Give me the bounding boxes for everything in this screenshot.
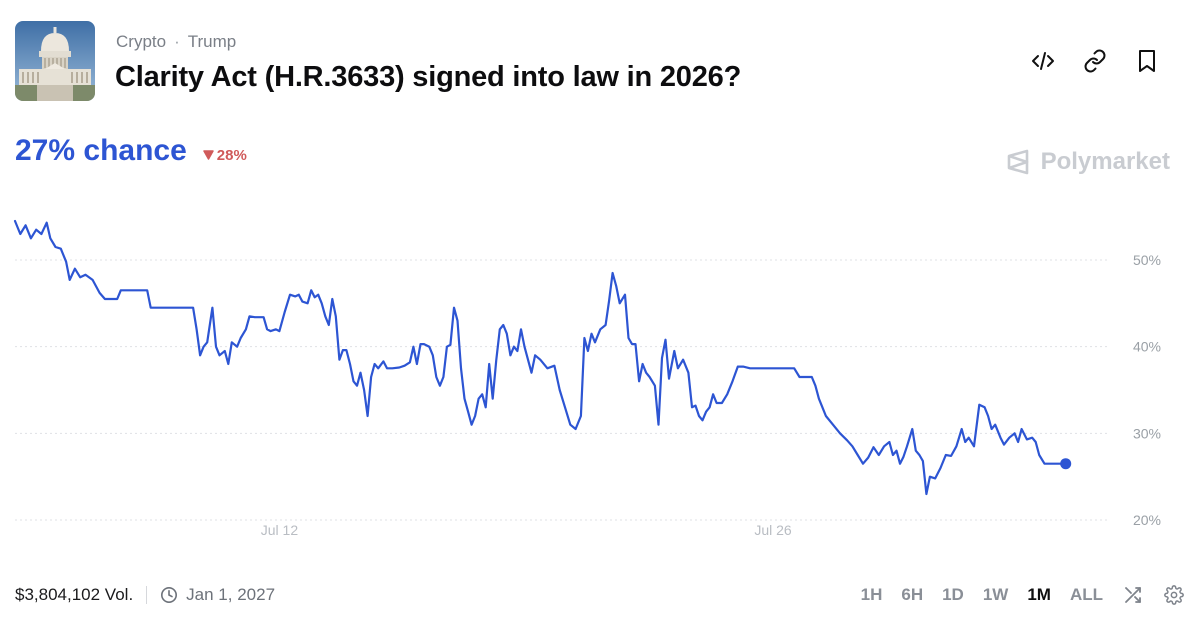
price-history-chart: 20% 30% 40% 50% Jul 12 Jul 26 [13, 219, 1161, 538]
odds-summary: 27% chance 28% [15, 134, 247, 168]
range-1m[interactable]: 1M [1027, 585, 1051, 604]
brand-watermark: Polymarket [1005, 148, 1170, 176]
chance-value: 27% chance [15, 134, 187, 167]
end-date-text: Jan 1, 2027 [186, 585, 276, 604]
end-date: Jan 1, 2027 [160, 585, 275, 605]
y-tick-label: 20% [1133, 512, 1161, 528]
clock-icon [161, 587, 178, 603]
range-1h[interactable]: 1H [860, 585, 883, 604]
down-triangle-icon [203, 150, 214, 160]
polymarket-logo-icon [1007, 149, 1028, 175]
header-actions [1030, 48, 1160, 74]
embed-code-icon[interactable] [1030, 48, 1056, 74]
series-line [13, 219, 1067, 496]
breadcrumb-category[interactable]: Crypto [116, 32, 167, 51]
bookmark-icon[interactable] [1134, 48, 1160, 74]
market-title: Clarity Act (H.R.3633) signed into law i… [115, 61, 742, 93]
chart-footer: $3,804,102 Vol. Jan 1, 2027 1H 6H 1D 1W … [15, 584, 1185, 606]
x-tick-label: Jul 26 [754, 522, 792, 538]
footer-divider [146, 586, 148, 604]
change-value: 28% [216, 146, 247, 164]
y-axis-ticks: 20% 30% 40% 50% [1133, 252, 1161, 528]
time-range-selector: 1H 6H 1D 1W 1M ALL [861, 584, 1185, 606]
breadcrumb-separator: · [174, 32, 180, 51]
range-all[interactable]: ALL [1069, 585, 1103, 604]
y-tick-label: 40% [1133, 339, 1161, 355]
range-6h[interactable]: 6H [901, 585, 924, 604]
settings-gear-icon[interactable] [1163, 584, 1185, 606]
current-value-marker[interactable] [1060, 458, 1072, 470]
change-badge: 28% [203, 147, 247, 164]
x-axis-ticks: Jul 12 Jul 26 [261, 522, 792, 538]
x-tick-label: Jul 12 [261, 522, 299, 538]
range-1w[interactable]: 1W [982, 585, 1009, 604]
breadcrumb: Crypto · Trump [116, 32, 236, 52]
capitol-building-image [15, 21, 95, 101]
shuffle-icon[interactable] [1122, 584, 1144, 606]
brand-name: Polymarket [1040, 148, 1170, 175]
range-1d[interactable]: 1D [942, 585, 964, 604]
y-tick-label: 30% [1133, 425, 1161, 441]
volume-text: $3,804,102 Vol. [15, 585, 134, 604]
link-icon[interactable] [1082, 48, 1108, 74]
grid-lines [15, 259, 1110, 521]
breadcrumb-tag[interactable]: Trump [187, 32, 237, 51]
y-tick-label: 50% [1133, 252, 1161, 268]
market-thumbnail [15, 21, 95, 101]
